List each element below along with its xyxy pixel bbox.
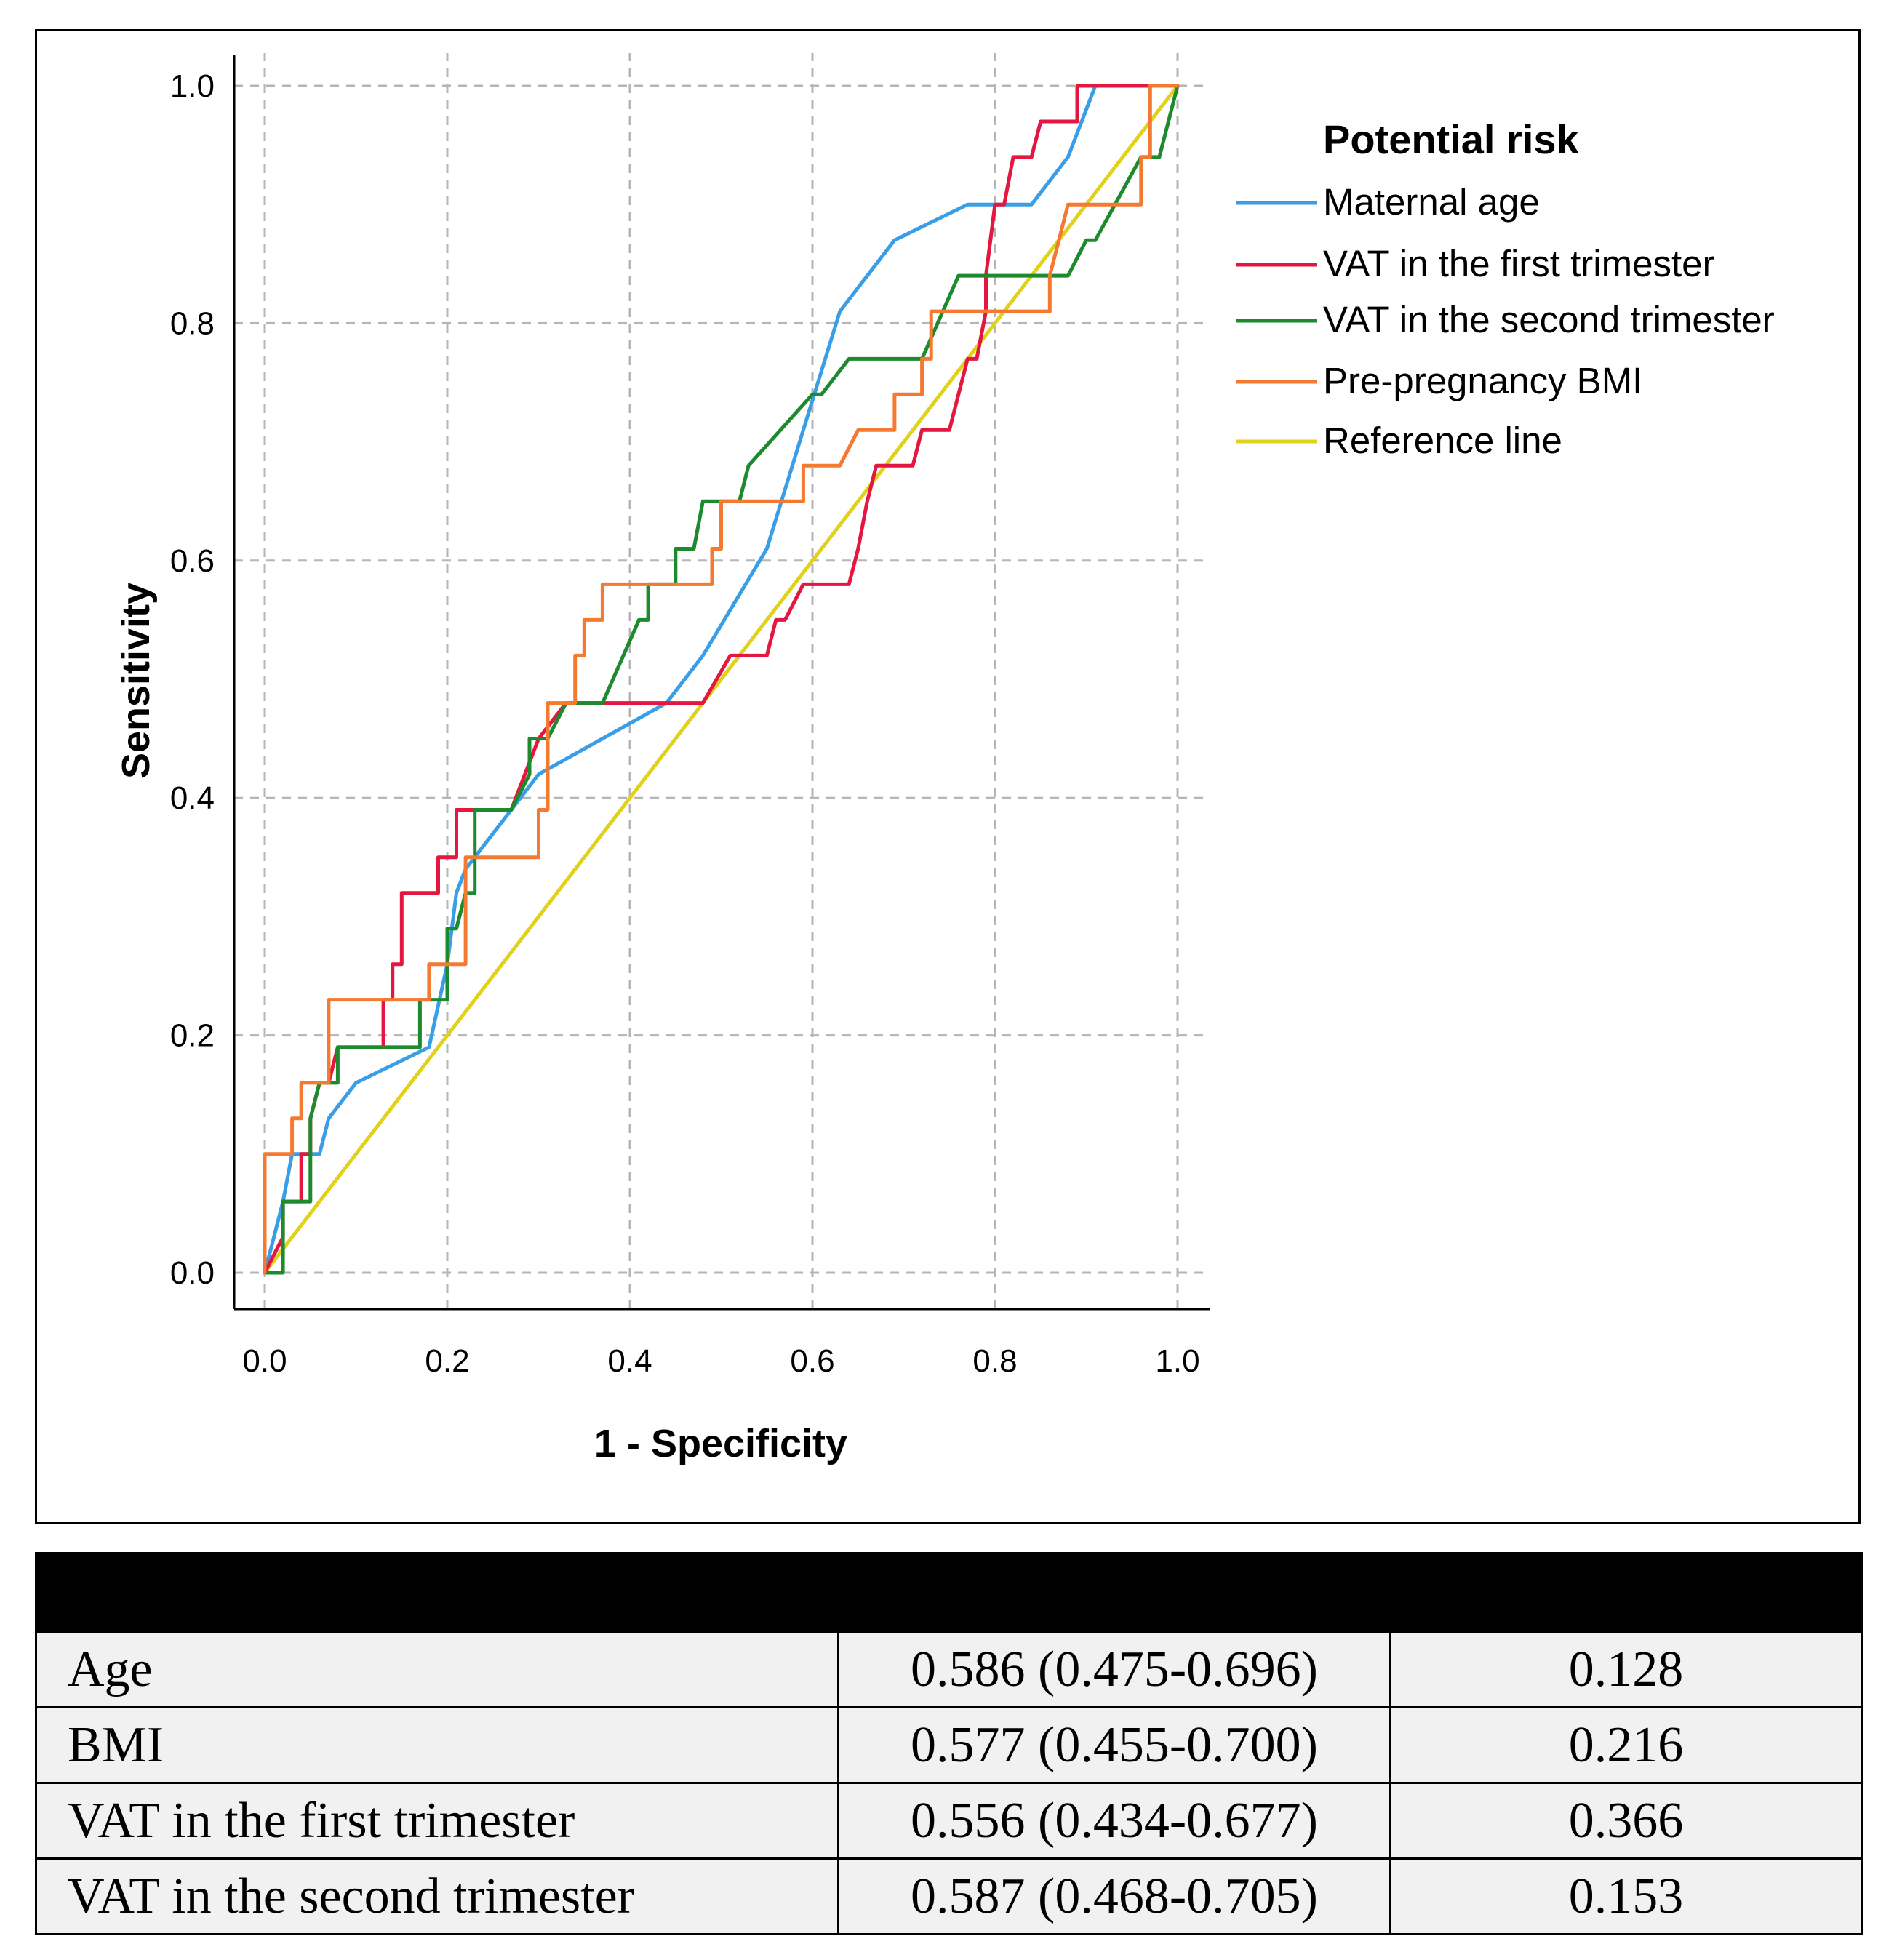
axes	[233, 55, 1210, 1311]
x-tick-label: 0.2	[425, 1343, 469, 1379]
table-header-variable	[35, 1552, 839, 1633]
table-header-auc	[837, 1552, 1391, 1633]
table-cell-auc: 0.556 (0.434-0.677)	[837, 1782, 1391, 1860]
legend-label: Reference line	[1323, 420, 1562, 461]
table-cell-variable: Age	[35, 1631, 839, 1708]
table-cell-p: 0.216	[1389, 1706, 1863, 1784]
y-axis-title: Sensitivity	[114, 583, 158, 779]
table-header-row	[35, 1552, 1863, 1633]
legend-title: Potential risk	[1323, 116, 1580, 162]
grid	[234, 53, 1208, 1309]
y-tick-label: 0.4	[170, 780, 215, 816]
table-cell-auc: 0.586 (0.475-0.696)	[837, 1631, 1391, 1708]
legend-label: VAT in the second trimester	[1323, 299, 1775, 340]
x-tick-label: 0.6	[790, 1343, 834, 1379]
y-tick-label: 0.2	[170, 1018, 215, 1054]
table-cell-p: 0.366	[1389, 1782, 1863, 1860]
x-tick-label: 0.0	[242, 1343, 287, 1379]
table-row: VAT in the second trimester 0.587 (0.468…	[35, 1857, 1863, 1935]
series-line-2	[263, 84, 1180, 1275]
y-tick-label: 0.0	[170, 1255, 215, 1291]
series-line-3	[263, 84, 1180, 1275]
table-cell-auc: 0.577 (0.455-0.700)	[837, 1706, 1391, 1784]
x-tick-label: 1.0	[1155, 1343, 1199, 1379]
table-row: VAT in the first trimester 0.556 (0.434-…	[35, 1782, 1863, 1860]
table-row: BMI 0.577 (0.455-0.700) 0.216	[35, 1706, 1863, 1784]
table-cell-variable: BMI	[35, 1706, 839, 1784]
x-tick-label: 0.4	[607, 1343, 652, 1379]
y-tick-label: 0.6	[170, 543, 215, 579]
legend-label: Maternal age	[1323, 181, 1540, 223]
legend-label: Pre-pregnancy BMI	[1323, 360, 1642, 401]
legend-label: VAT in the first trimester	[1323, 243, 1714, 284]
series-line-4	[263, 84, 1180, 1275]
table-cell-variable: VAT in the second trimester	[35, 1857, 839, 1935]
series-line-0	[263, 84, 1180, 1275]
roc-chart: 0.0 0.2 0.4 0.6 0.8 1.0 0.0 0.2 0.4 0.6 0.8 1.0 1 -…	[114, 53, 1775, 1465]
table-header-p	[1389, 1552, 1863, 1633]
table-row: Age 0.586 (0.475-0.696) 0.128	[35, 1631, 1863, 1708]
series-lines	[263, 84, 1180, 1275]
legend: Maternal age VAT in the first trimester VA…	[1236, 181, 1775, 461]
x-axis-title: 1 - Specificity	[594, 1422, 847, 1465]
tick-labels: 0.0 0.2 0.4 0.6 0.8 1.0 0.0 0.2 0.4 0.6 0.8 1.0	[170, 68, 1200, 1379]
figure-frame: 0.0 0.2 0.4 0.6 0.8 1.0 0.0 0.2 0.4 0.6 0.8 1.0 1 -…	[35, 29, 1861, 1524]
y-tick-label: 0.8	[170, 305, 215, 341]
table-cell-p: 0.128	[1389, 1631, 1863, 1708]
table-cell-p: 0.153	[1389, 1857, 1863, 1935]
table-cell-auc: 0.587 (0.468-0.705)	[837, 1857, 1391, 1935]
auc-table: Age 0.586 (0.475-0.696) 0.128 BMI 0.577 …	[35, 1552, 1863, 1935]
x-tick-label: 0.8	[972, 1343, 1017, 1379]
y-tick-label: 1.0	[170, 68, 215, 104]
table-cell-variable: VAT in the first trimester	[35, 1782, 839, 1860]
